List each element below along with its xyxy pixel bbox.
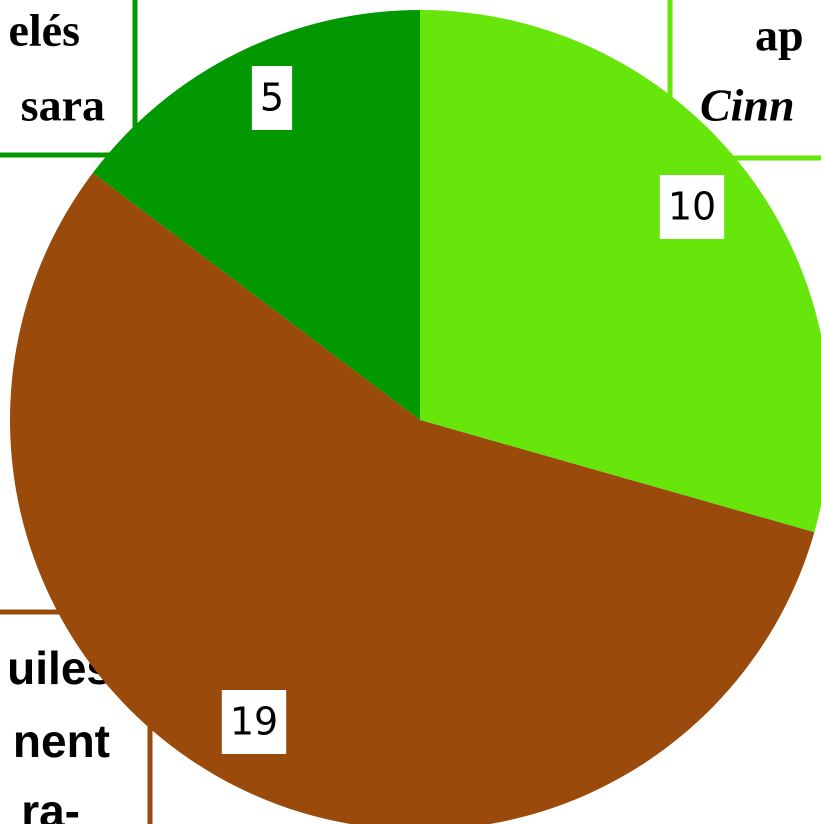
data-label: 5 [260, 76, 284, 120]
data-label: 10 [668, 185, 716, 229]
label-box-text: sara [21, 80, 105, 131]
label-box [0, 0, 138, 158]
data-label-box [251, 66, 293, 130]
label-box-text: nent [13, 715, 110, 767]
pie-slice [420, 10, 821, 533]
pie-slice [10, 172, 815, 824]
label-box-text: ra- [21, 785, 80, 824]
label-box-text: Cinn [700, 80, 795, 131]
pie-slice [92, 10, 421, 420]
data-label: 19 [230, 700, 278, 744]
data-label-box [659, 175, 725, 239]
label-box-text: elés [8, 5, 80, 56]
data-label-box [221, 690, 287, 754]
label-box-text: ap [755, 10, 804, 61]
